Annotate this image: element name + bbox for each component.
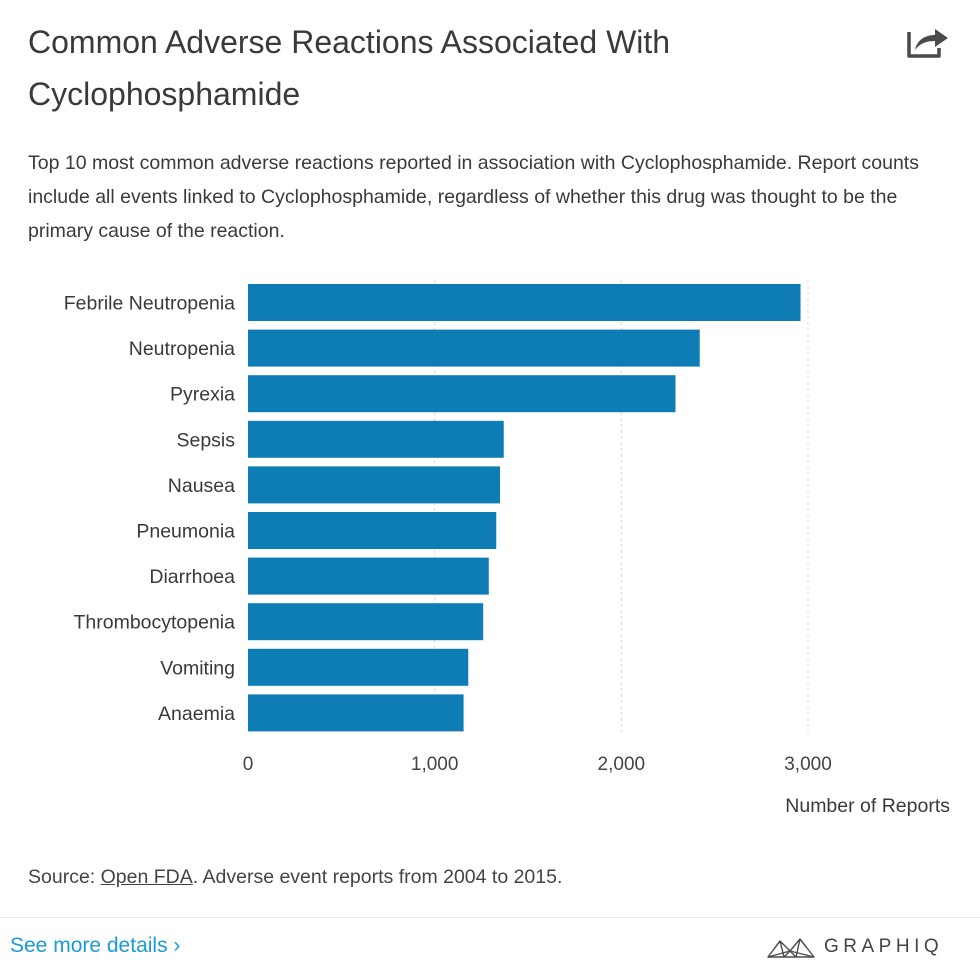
source-note: Source: Open FDA. Adverse event reports … [28, 866, 562, 889]
footer-divider [0, 917, 980, 918]
source-prefix: Source: [28, 866, 101, 888]
chart-title: Common Adverse Reactions Associated With… [28, 24, 671, 112]
bar[interactable] [248, 466, 500, 504]
category-label: Anaemia [158, 703, 235, 725]
category-label: Sepsis [176, 429, 235, 451]
bar[interactable] [248, 329, 700, 367]
category-label: Pyrexia [170, 384, 235, 406]
share-icon [907, 29, 948, 58]
category-label: Nausea [168, 475, 235, 497]
bar[interactable] [248, 694, 464, 732]
bars [248, 284, 801, 732]
bar[interactable] [248, 375, 676, 413]
category-label: Neutropenia [129, 338, 235, 360]
category-labels: Febrile Neutropenia Neutropenia Pyrexia Sep… [64, 293, 236, 725]
see-more-details-link[interactable]: See more details › [10, 934, 181, 957]
x-tick-label: 1,000 [411, 754, 459, 775]
bar[interactable] [248, 603, 484, 641]
x-tick-label: 0 [243, 754, 254, 775]
category-label: Thrombocytopenia [73, 612, 235, 634]
bar-chart: Febrile Neutropenia Neutropenia Pyrexia Sep… [64, 280, 950, 817]
chart-subtitle: Top 10 most common adverse reactions rep… [28, 152, 919, 242]
source-link[interactable]: Open FDA [100, 866, 193, 888]
share-button[interactable] [905, 20, 951, 60]
x-axis-ticks: 0 1,000 2,000 3,000 [243, 754, 832, 775]
category-label: Diarrhoea [149, 566, 235, 588]
brand-name: GRAPHIQ [824, 936, 944, 957]
bar[interactable] [248, 648, 469, 686]
category-label: Vomiting [160, 657, 235, 679]
x-tick-label: 2,000 [598, 754, 646, 775]
graphiq-logo-icon [767, 938, 815, 958]
category-label: Pneumonia [136, 521, 235, 543]
bar[interactable] [248, 420, 504, 458]
graphiq-brand[interactable]: GRAPHIQ [766, 930, 943, 964]
x-axis-label: Number of Reports [785, 795, 950, 817]
category-label: Febrile Neutropenia [64, 293, 235, 315]
bar[interactable] [248, 557, 489, 595]
bar[interactable] [248, 284, 801, 321]
x-tick-label: 3,000 [784, 754, 832, 775]
bar[interactable] [248, 512, 497, 549]
source-suffix: . Adverse event reports from 2004 to 201… [192, 866, 563, 888]
